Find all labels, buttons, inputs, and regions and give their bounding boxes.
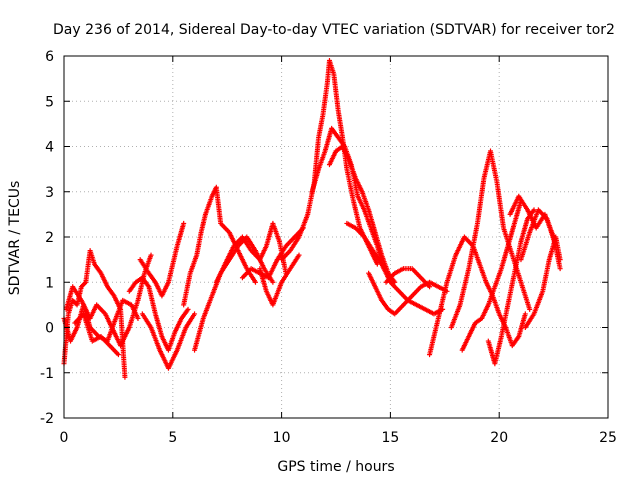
data-point <box>252 279 258 285</box>
x-tick-label: 5 <box>168 430 177 446</box>
x-axis-label: GPS time / hours <box>277 459 394 475</box>
data-point <box>392 279 398 285</box>
x-tick-label: 0 <box>60 430 69 446</box>
y-tick-label: 2 <box>45 230 54 246</box>
x-tick-label: 10 <box>273 430 291 446</box>
y-axis-label: SDTVAR / TECUs <box>7 181 23 296</box>
x-tick-label: 15 <box>381 430 399 446</box>
ticks: 0 5 10 15 20 25 -2 -1 0 1 2 3 4 5 6 <box>40 49 617 446</box>
x-tick-label: 20 <box>490 430 508 446</box>
data-point <box>531 207 537 213</box>
y-tick-label: 1 <box>45 275 54 291</box>
y-tick-label: 3 <box>45 185 54 201</box>
y-tick-label: -1 <box>40 366 54 382</box>
data-point <box>181 220 187 226</box>
data-point <box>122 374 128 380</box>
data-point <box>522 311 528 317</box>
x-tick-label: 25 <box>599 430 617 446</box>
data-point <box>527 306 533 312</box>
data-point <box>270 279 276 285</box>
data-point <box>296 252 302 258</box>
y-tick-label: 0 <box>45 321 54 337</box>
data-point <box>115 352 121 358</box>
data-point <box>374 261 380 267</box>
y-tick-label: 6 <box>45 49 54 65</box>
chart-title: Day 236 of 2014, Sidereal Day-to-day VTE… <box>53 22 615 38</box>
data-points <box>61 58 563 380</box>
y-tick-label: 4 <box>45 140 54 156</box>
y-tick-label: 5 <box>45 94 54 110</box>
data-point <box>192 311 198 317</box>
y-tick-label: -2 <box>40 411 54 427</box>
data-point <box>185 306 191 312</box>
data-point <box>135 315 141 321</box>
data-point <box>557 257 563 263</box>
data-point <box>557 266 563 272</box>
data-point <box>427 284 433 290</box>
data-point <box>148 252 154 258</box>
